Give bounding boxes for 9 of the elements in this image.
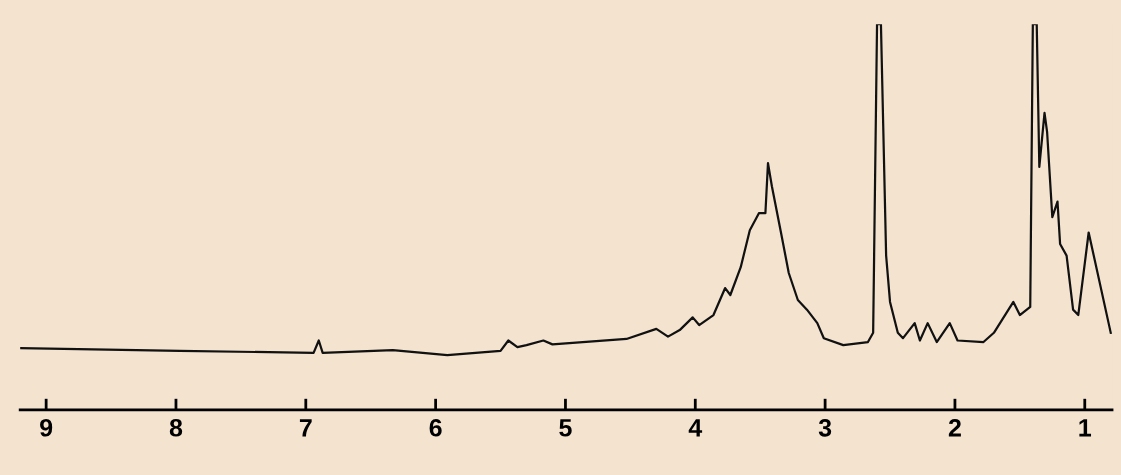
x-tick-label: 8 [169, 418, 183, 437]
x-tick-label: 7 [299, 419, 312, 437]
x-tick-label: 9 [40, 418, 53, 437]
x-tick-label: 4 [688, 419, 703, 437]
x-tick-label: 5 [559, 419, 572, 437]
x-tick-label: 1 [1079, 419, 1092, 437]
x-tick-label: 6 [429, 418, 442, 437]
x-tick-label: 2 [948, 418, 961, 437]
x-tick-label: 3 [818, 418, 832, 437]
